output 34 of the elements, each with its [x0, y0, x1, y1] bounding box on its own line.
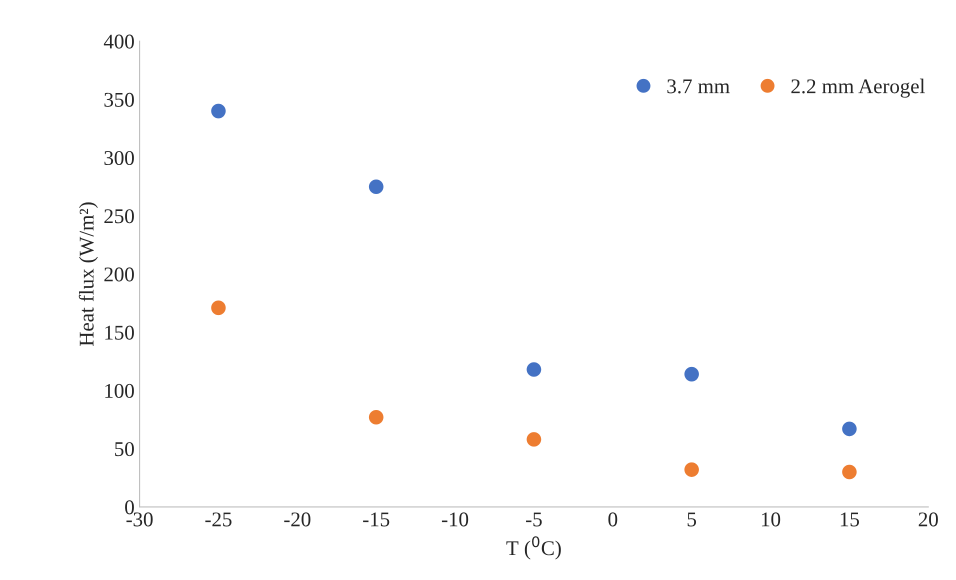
x-tick-label: 20 [918, 512, 938, 526]
y-tick-label: 350 [104, 92, 134, 107]
x-tick-label: -5 [526, 512, 542, 526]
x-axis-title: T ($^{0}$C) [506, 536, 561, 560]
point [526, 432, 542, 447]
point [526, 362, 542, 377]
point [684, 462, 699, 477]
point [368, 179, 384, 194]
y-tick-label: 100 [105, 384, 134, 398]
x-tick-label: -30 [126, 512, 153, 526]
y-tick-label: 0 [125, 500, 134, 514]
legend-label: 3.7 mm [667, 79, 730, 94]
y-tick-label: 200 [104, 267, 134, 282]
point [842, 422, 857, 436]
y-tick-label: 50 [115, 442, 134, 456]
y-axis-title: Heat flux (W/m²) [78, 202, 98, 346]
legend-label: 2.2 mm Aerogel [791, 78, 925, 98]
x-tick-label: 15 [840, 512, 860, 526]
point [842, 464, 857, 480]
point [211, 300, 226, 316]
point [684, 366, 699, 382]
x-tick-label: -25 [205, 512, 232, 526]
point [368, 410, 384, 425]
x-tick-label: 10 [762, 512, 780, 526]
x-tick-label: 0 [608, 512, 618, 526]
x-tick-label: -20 [284, 512, 310, 526]
y-tick-label: 400 [104, 34, 134, 49]
point [211, 104, 226, 118]
y-tick-label: 150 [105, 326, 134, 340]
x-tick-label: -15 [363, 512, 390, 526]
x-tick-label: -10 [442, 512, 468, 526]
y-tick-label: 250 [104, 209, 134, 224]
y-tick-label: 300 [104, 150, 134, 166]
x-tick-label: 5 [688, 512, 696, 526]
